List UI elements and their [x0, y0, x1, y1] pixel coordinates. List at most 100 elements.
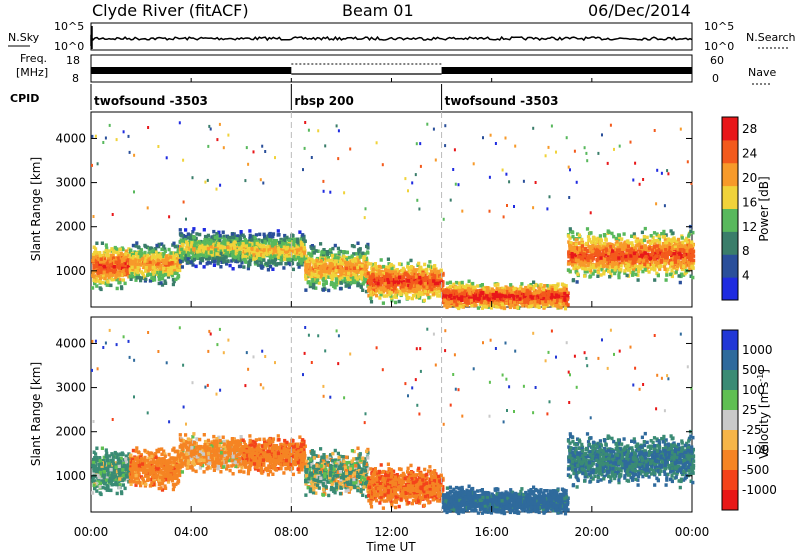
power-cell — [342, 254, 346, 259]
power-cell — [514, 286, 518, 291]
power-cell — [360, 264, 364, 268]
power-cell — [244, 249, 248, 253]
power-cell — [359, 284, 363, 289]
power-cell — [422, 283, 426, 288]
power-cell — [339, 270, 344, 275]
power-cell — [96, 268, 100, 273]
power-cell — [474, 303, 478, 308]
power-cell — [154, 247, 158, 251]
power-cell — [457, 281, 461, 286]
power-cell — [225, 262, 229, 266]
power-cell — [350, 254, 354, 258]
freq-tick-top: 18 — [66, 54, 80, 67]
power-cell — [310, 246, 314, 250]
power-cell — [286, 249, 290, 253]
power-cell — [394, 300, 398, 305]
power-cell — [204, 250, 208, 255]
power-cell — [386, 257, 390, 261]
power-cell — [252, 246, 256, 250]
power-cell — [560, 301, 564, 305]
power-cell — [452, 282, 456, 287]
power-cell — [234, 253, 238, 258]
power-cell — [149, 246, 153, 250]
power-cell — [509, 283, 513, 287]
power-cell — [99, 269, 103, 273]
power-cell — [394, 276, 398, 281]
power-cell — [274, 239, 279, 243]
power-cell — [171, 251, 175, 255]
power-cell — [140, 276, 144, 280]
power-cell — [236, 234, 240, 238]
power-cell — [426, 292, 430, 296]
power-cell — [226, 245, 230, 249]
power-cell — [558, 299, 562, 303]
power-cell — [178, 239, 182, 244]
power-cell — [215, 232, 219, 236]
power-cell — [277, 233, 281, 237]
power-cell — [195, 250, 199, 254]
power-cell — [448, 284, 453, 289]
power-cell — [417, 288, 421, 293]
power-cell — [284, 251, 288, 255]
power-cell — [513, 292, 517, 297]
power-cell — [176, 244, 180, 248]
power-cell — [458, 287, 462, 292]
power-cell — [423, 289, 428, 294]
power-cell — [185, 234, 189, 239]
power-cell — [110, 256, 114, 260]
power-cell — [329, 282, 333, 287]
power-cell — [95, 241, 99, 245]
power-cell — [402, 282, 406, 286]
nsearch-label: N.Search — [746, 31, 796, 44]
power-cell — [386, 278, 390, 282]
power-cell — [161, 276, 165, 280]
power-cell — [192, 235, 196, 240]
power-cell — [288, 257, 292, 262]
power-cell — [100, 274, 104, 278]
power-cell — [458, 293, 462, 298]
power-cell — [389, 273, 393, 278]
power-cell — [541, 292, 546, 297]
power-cell — [500, 305, 504, 310]
power-cell — [299, 237, 303, 241]
power-cell — [151, 260, 155, 264]
power-cell — [467, 297, 471, 302]
power-cell — [428, 260, 432, 264]
power-cell — [131, 259, 135, 263]
power-cell — [118, 278, 122, 282]
power-cell — [178, 264, 182, 269]
power-cell — [336, 246, 340, 251]
power-cell — [134, 278, 138, 282]
power-cell — [262, 258, 266, 262]
power-cell — [300, 254, 304, 258]
power-cell — [349, 281, 353, 285]
power-cell — [543, 284, 547, 288]
power-cell — [502, 296, 506, 301]
power-cell — [300, 243, 304, 247]
power-cell — [323, 267, 327, 271]
power-cell — [471, 298, 475, 302]
power-cell — [304, 257, 308, 261]
power-cell — [421, 270, 425, 274]
power-cell — [464, 298, 468, 303]
power-cell — [113, 245, 117, 250]
power-cell — [470, 290, 474, 295]
power-cell — [429, 269, 434, 274]
cpid-name-1: rbsp 200 — [294, 94, 353, 108]
power-cell — [331, 266, 335, 270]
power-cell — [135, 276, 139, 280]
power-cell — [120, 273, 124, 277]
power-cell — [134, 268, 138, 273]
power-cell — [523, 300, 527, 304]
power-cell — [477, 297, 481, 302]
power-cell — [121, 263, 125, 267]
power-cell — [256, 239, 260, 244]
power-cell — [292, 250, 296, 254]
power-cell — [274, 249, 278, 253]
power-cell — [134, 244, 138, 248]
power-cell — [509, 303, 513, 307]
power-cell — [397, 270, 401, 274]
power-cell — [252, 242, 256, 246]
power-cell — [421, 288, 425, 293]
power-cell — [387, 280, 391, 284]
